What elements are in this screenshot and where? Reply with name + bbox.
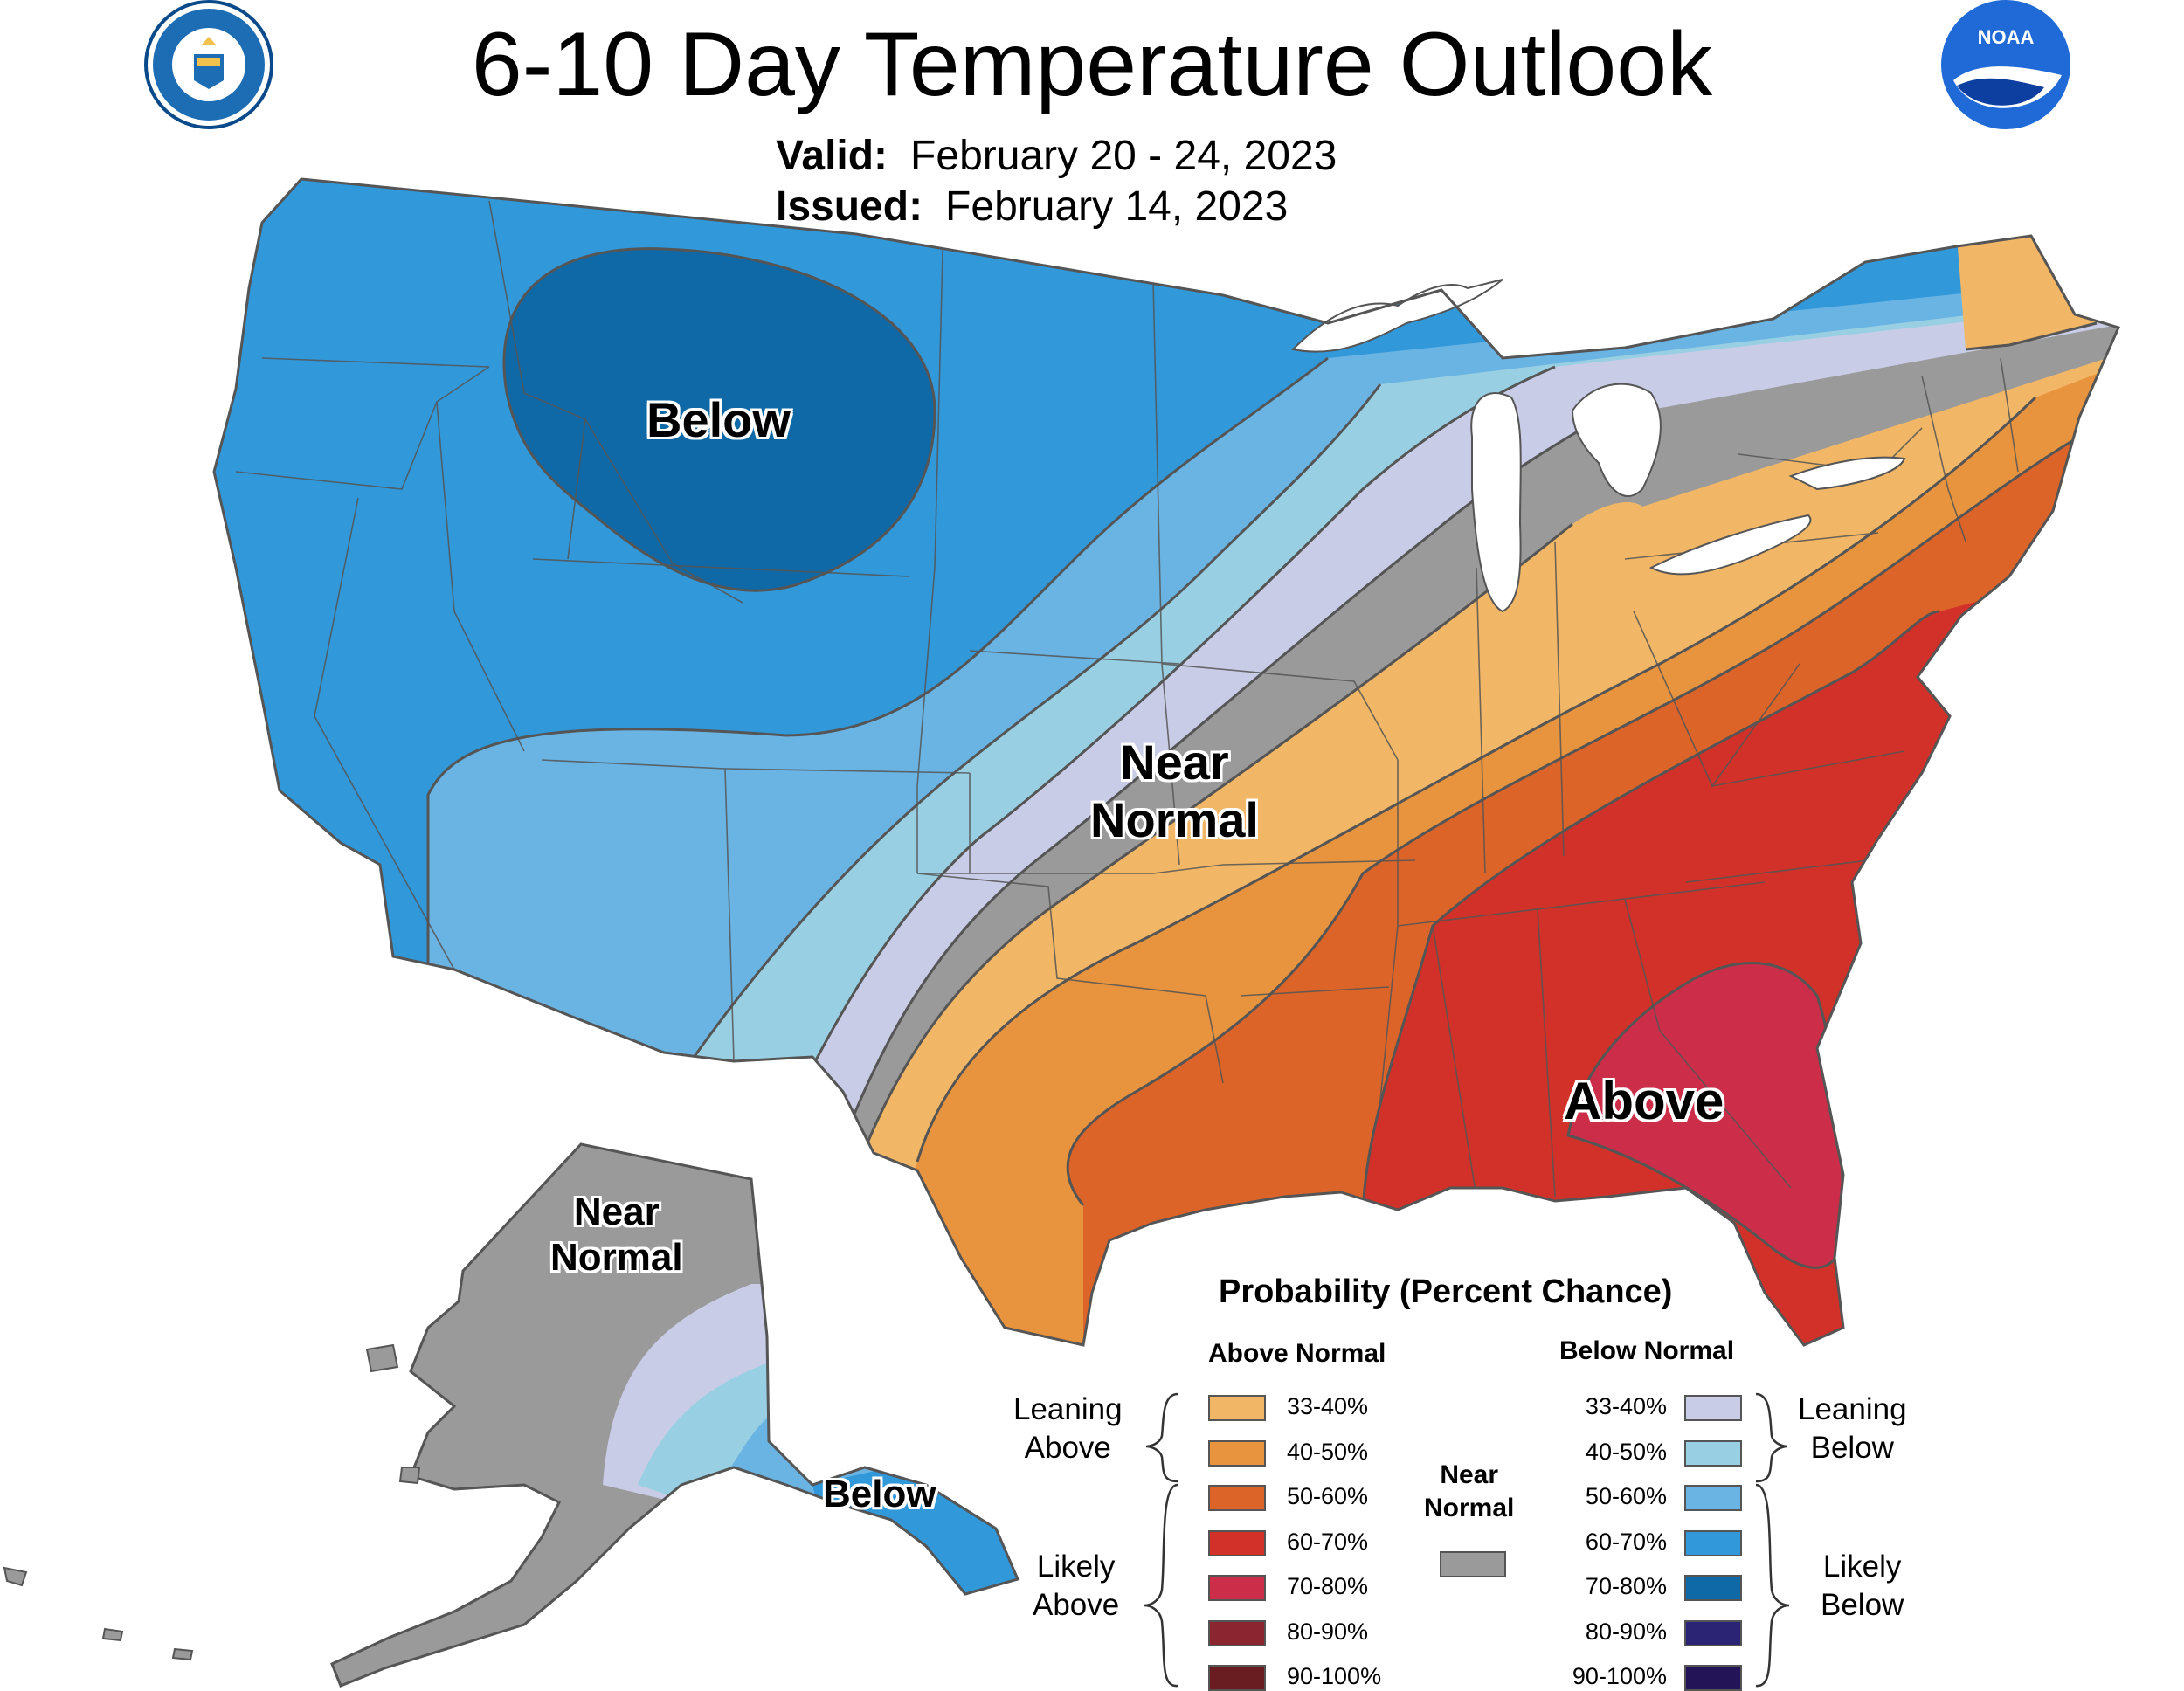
- leaning-above-line1: Leaning: [1013, 1392, 1123, 1426]
- legend-below-label: 90-100%: [1572, 1663, 1667, 1689]
- legend-below-swatch: [1684, 1439, 1742, 1467]
- conus-outline: [212, 177, 2121, 1347]
- legend-above-label: 70-80%: [1287, 1573, 1369, 1599]
- legend-above-swatch: [1208, 1575, 1266, 1601]
- legend-near-line2: Normal: [1424, 1494, 1515, 1522]
- legend-near-normal-swatch: [1440, 1551, 1506, 1577]
- issued-date: February 14, 2023: [945, 183, 1289, 230]
- legend-below-swatch: [1684, 1619, 1742, 1646]
- legend-below-label: 50-60%: [1585, 1483, 1667, 1509]
- label-near-normal-alaska: Near Normal: [550, 1190, 683, 1280]
- label-below-conus: Below: [646, 392, 791, 447]
- legend-below-label: 33-40%: [1585, 1393, 1667, 1419]
- legend-near-normal-label: Near Normal: [1424, 1459, 1514, 1525]
- page-title: 6-10 Day Temperature Outlook: [471, 14, 1713, 115]
- noaa-logo: [1941, 0, 2070, 129]
- legend-above-label: 90-100%: [1287, 1663, 1382, 1689]
- alaska-islands: [3, 1343, 421, 1661]
- leaning-below-line2: Below: [1810, 1431, 1894, 1465]
- legend-below-swatch: [1684, 1575, 1742, 1601]
- noaa-logo-text: NOAA: [1977, 26, 2035, 48]
- legend-below-swatch: [1684, 1485, 1742, 1511]
- legend-above-swatch: [1208, 1439, 1266, 1467]
- label-near-normal-conus: Near Normal: [1090, 734, 1259, 849]
- legend-above-swatch: [1208, 1395, 1266, 1421]
- label-near-line1: Near: [1120, 735, 1229, 790]
- legend-title: Probability (Percent Chance): [1219, 1273, 1673, 1310]
- issued-row: Issued: February 14, 2023: [776, 182, 1337, 232]
- legend-above-header: Above Normal: [1208, 1339, 1386, 1368]
- leaning-above-line2: Above: [1024, 1431, 1111, 1465]
- likely-above-line2: Above: [1033, 1588, 1120, 1622]
- legend-likely-below-label: Likely Below: [1821, 1548, 1904, 1625]
- date-block: Valid: February 20 - 24, 2023 Issued: Febr…: [776, 131, 1337, 232]
- legend-above-label: 80-90%: [1287, 1618, 1369, 1645]
- legend-below-label: 60-70%: [1585, 1528, 1667, 1555]
- label-above-conus: Above: [1564, 1072, 1724, 1130]
- legend-above-swatch: [1208, 1529, 1266, 1556]
- ak-near-line2: Normal: [550, 1236, 683, 1279]
- likely-below-line1: Likely: [1822, 1550, 1902, 1584]
- great-lakes: [1290, 279, 1906, 613]
- valid-dates: February 20 - 24, 2023: [910, 133, 1337, 179]
- doc-seal-logo: [144, 0, 273, 129]
- valid-label: Valid:: [776, 133, 888, 179]
- legend-below-swatch: [1684, 1395, 1742, 1421]
- legend-leaning-below-label: Leaning Below: [1798, 1391, 1907, 1467]
- legend-near-line1: Near: [1440, 1460, 1499, 1489]
- legend-above-swatch: [1208, 1619, 1266, 1646]
- likely-below-line2: Below: [1821, 1588, 1904, 1622]
- legend-above-swatch: [1208, 1485, 1266, 1511]
- legend-below-swatch: [1684, 1529, 1742, 1556]
- legend-below-label: 40-50%: [1585, 1438, 1667, 1465]
- legend-above-label: 40-50%: [1287, 1438, 1369, 1465]
- label-below-alaska: Below: [823, 1473, 936, 1515]
- legend-below-label: 80-90%: [1585, 1618, 1667, 1645]
- issued-label: Issued:: [776, 183, 923, 230]
- label-near-line2: Normal: [1090, 792, 1259, 847]
- legend-leaning-above-label: Leaning Above: [1013, 1391, 1123, 1467]
- legend-above-label: 33-40%: [1287, 1393, 1369, 1419]
- leaning-below-line1: Leaning: [1798, 1392, 1907, 1426]
- legend-below-header: Below Normal: [1559, 1336, 1735, 1365]
- legend-above-label: 50-60%: [1287, 1483, 1369, 1509]
- legend-below-label: 70-80%: [1585, 1573, 1667, 1599]
- likely-above-line1: Likely: [1036, 1550, 1116, 1584]
- legend-above-label: 60-70%: [1287, 1528, 1369, 1555]
- valid-row: Valid: February 20 - 24, 2023: [776, 131, 1337, 182]
- legend-likely-above-label: Likely Above: [1033, 1548, 1119, 1625]
- ak-near-line1: Near: [573, 1191, 660, 1233]
